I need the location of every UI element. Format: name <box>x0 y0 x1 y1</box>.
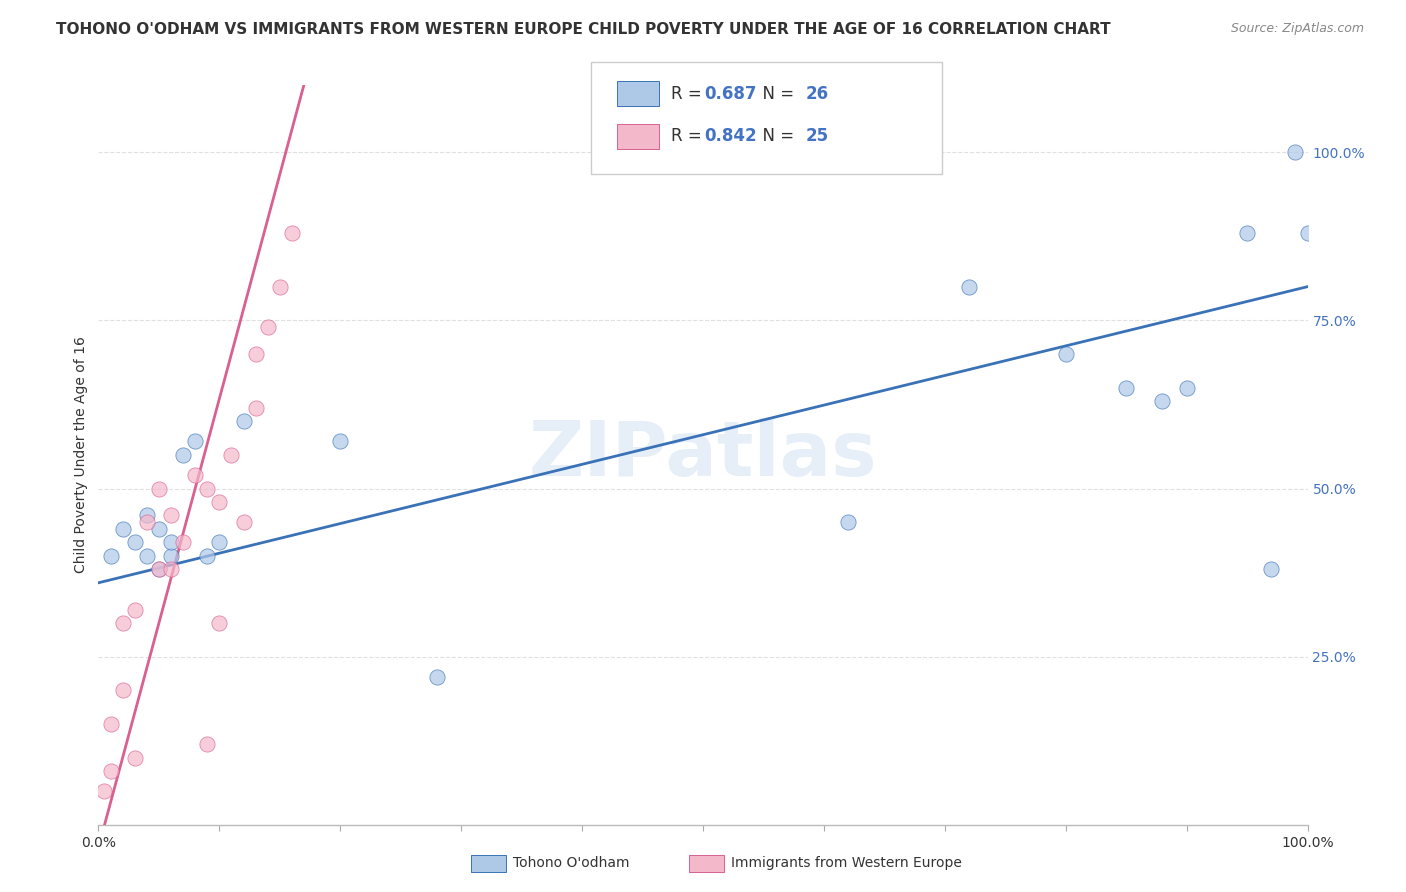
Point <box>93 784 115 798</box>
Point <box>135 515 157 529</box>
Point <box>329 434 352 449</box>
Text: N =: N = <box>752 85 800 103</box>
Point <box>111 522 134 536</box>
Point <box>1054 347 1077 361</box>
Point <box>1152 394 1174 409</box>
Text: Source: ZipAtlas.com: Source: ZipAtlas.com <box>1230 22 1364 36</box>
Point <box>195 737 218 751</box>
Text: 0.687: 0.687 <box>704 85 756 103</box>
Point <box>184 434 207 449</box>
Text: Immigrants from Western Europe: Immigrants from Western Europe <box>731 856 962 871</box>
Point <box>1236 226 1258 240</box>
Point <box>100 717 122 731</box>
Point <box>232 515 254 529</box>
Text: ZIPatlas: ZIPatlas <box>529 418 877 491</box>
Text: 25: 25 <box>806 128 828 145</box>
Point <box>135 549 157 563</box>
Point <box>208 495 231 509</box>
Point <box>221 448 243 462</box>
Point <box>837 515 859 529</box>
Point <box>160 508 183 523</box>
Text: 0.842: 0.842 <box>704 128 756 145</box>
Point <box>100 764 122 779</box>
Point <box>184 468 207 483</box>
Point <box>208 535 231 549</box>
Point <box>148 482 170 496</box>
Text: Tohono O'odham: Tohono O'odham <box>513 856 630 871</box>
Point <box>124 535 146 549</box>
Point <box>1115 381 1137 395</box>
Point <box>124 751 146 765</box>
Point <box>281 226 304 240</box>
Point <box>100 549 122 563</box>
Text: 26: 26 <box>806 85 828 103</box>
Point <box>160 549 183 563</box>
Point <box>124 603 146 617</box>
Point <box>1260 562 1282 576</box>
Point <box>256 320 278 334</box>
Point <box>160 562 183 576</box>
Point <box>172 448 194 462</box>
Point <box>148 562 170 576</box>
Point <box>135 508 157 523</box>
Point <box>148 522 170 536</box>
Point <box>208 616 231 631</box>
Y-axis label: Child Poverty Under the Age of 16: Child Poverty Under the Age of 16 <box>75 336 89 574</box>
Point <box>426 670 449 684</box>
Point <box>148 562 170 576</box>
Point <box>1284 145 1306 159</box>
Point <box>957 279 980 293</box>
Point <box>1175 381 1198 395</box>
Text: N =: N = <box>752 128 800 145</box>
Text: R =: R = <box>671 85 707 103</box>
Point <box>111 683 134 698</box>
Text: R =: R = <box>671 128 707 145</box>
Point <box>232 414 254 428</box>
Point <box>269 279 291 293</box>
Point <box>1296 226 1319 240</box>
Point <box>245 347 267 361</box>
Text: TOHONO O'ODHAM VS IMMIGRANTS FROM WESTERN EUROPE CHILD POVERTY UNDER THE AGE OF : TOHONO O'ODHAM VS IMMIGRANTS FROM WESTER… <box>56 22 1111 37</box>
Point <box>111 616 134 631</box>
Point <box>195 482 218 496</box>
Point <box>195 549 218 563</box>
Point <box>172 535 194 549</box>
Point <box>160 535 183 549</box>
Point <box>245 401 267 415</box>
